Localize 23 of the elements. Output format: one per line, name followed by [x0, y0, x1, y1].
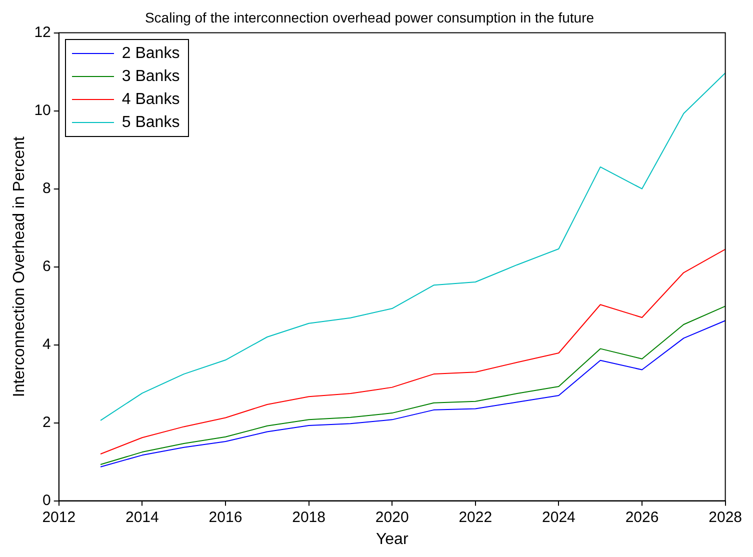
chart-title: Scaling of the interconnection overhead power consumption in the future — [144, 9, 594, 26]
x-tick-label: 2028 — [708, 508, 742, 526]
x-tick-label: 2012 — [42, 508, 76, 526]
y-tick-label: 10 — [34, 102, 51, 119]
x-axis-title: Year — [376, 530, 409, 548]
x-tick-label: 2022 — [458, 508, 492, 526]
x-tick-label: 2024 — [542, 508, 576, 526]
x-tick-label: 2018 — [292, 508, 326, 526]
y-tick-label: 6 — [42, 258, 51, 275]
legend-label: 2 Banks — [122, 44, 180, 64]
legend-label: 5 Banks — [122, 112, 180, 133]
y-tick-label: 4 — [42, 336, 51, 353]
x-tick-label: 2020 — [375, 508, 409, 526]
y-tick-label: 12 — [34, 24, 51, 41]
y-tick-label: 0 — [42, 492, 51, 509]
legend-label: 3 Banks — [122, 66, 180, 87]
y-tick-label: 2 — [42, 414, 51, 431]
legend-label: 4 Banks — [122, 90, 180, 110]
x-tick-label: 2016 — [208, 508, 242, 526]
x-tick-label: 2014 — [126, 508, 159, 526]
y-tick-label: 8 — [42, 180, 51, 197]
x-tick-label: 2026 — [625, 508, 659, 526]
y-axis-title: Interconnection Overhead in Percent — [11, 136, 28, 398]
